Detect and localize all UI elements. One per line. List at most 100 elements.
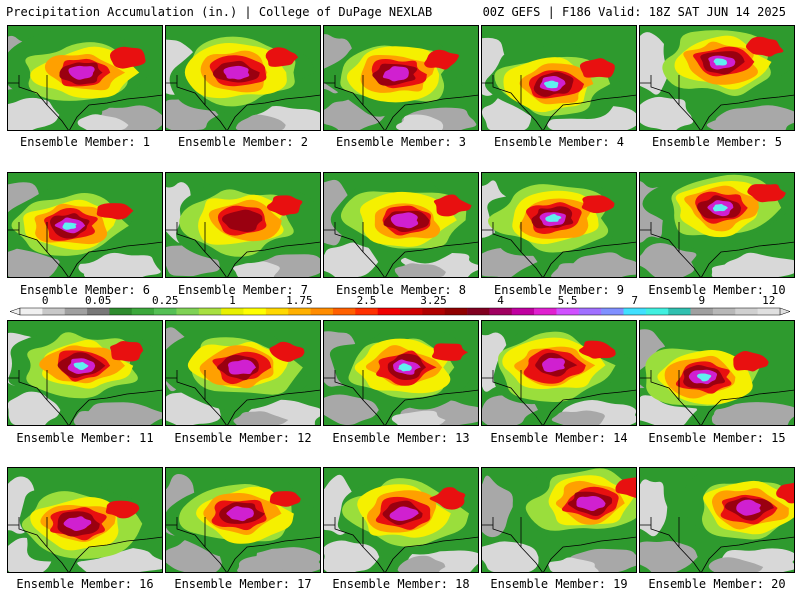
member-label: Ensemble Member: 13 [332,431,470,445]
panel-frame [165,172,321,278]
member-label: Ensemble Member: 1 [19,135,151,149]
colorbar-swatch [601,308,624,315]
member-label: Ensemble Member: 4 [493,135,625,149]
precip-contour [615,477,637,499]
precip-map [7,172,163,278]
map-panel-member-13 [323,320,479,426]
precip-map [7,320,163,426]
precip-contour [398,363,412,372]
precip-contour [389,506,419,521]
precip-contour [269,491,301,507]
map-panel-member-12 [165,320,321,426]
precip-contour [712,203,728,212]
precip-contour [223,65,250,80]
header-run-info: 00Z GEFS | F186 Valid: 18Z SAT JUN 14 20… [482,5,786,19]
member-label: Ensemble Member: 10 [648,283,786,297]
map-panel-member-5 [639,25,795,131]
colorbar-svg [10,307,790,316]
dry-area [706,114,761,131]
state-borders [7,222,163,278]
colorbar-swatch [109,308,133,315]
colorbar-tick-label: 1 [229,294,236,307]
dry-area [391,410,446,426]
precip-contour [431,343,468,361]
colorbar-right-arrow [779,307,790,316]
member-label: Ensemble Member: 15 [648,431,786,445]
panel-frame [7,467,163,573]
colorbar-tick-label: 7 [631,294,638,307]
state-borders [481,222,637,278]
dry-area [639,242,697,278]
colorbar-tick-label: 2.5 [356,294,377,307]
dry-area [394,263,446,278]
dry-area [73,411,122,426]
map-panel-member-1 [7,25,163,131]
colorbar-swatch [400,308,423,315]
dry-area [77,114,129,131]
colorbar-swatch [221,308,244,315]
map-panel-member-20 [639,467,795,573]
dry-area [232,261,280,278]
dry-area [547,557,599,573]
colorbar-tick-label: 0.05 [84,294,112,307]
precip-map [639,320,795,426]
precip-contour [226,506,254,522]
panel-frame [165,320,321,426]
map-panel-member-6 [7,172,163,278]
precip-contour [745,36,784,57]
state-borders [481,75,637,131]
colorbar-swatch [690,308,714,315]
precip-contour [713,58,728,66]
precip-map [165,172,321,278]
precip-contour [73,362,89,371]
panel-frame [481,25,637,131]
precip-contour [542,357,565,373]
colorbar-swatch [42,308,65,315]
panel-frame [481,320,637,426]
precip-map [165,467,321,573]
state-borders [165,517,321,573]
precip-contour [543,80,559,89]
state-borders [323,517,479,573]
precip-contour [736,499,761,516]
precip-map [323,467,479,573]
dry-area [7,97,60,131]
map-panel-member-19 [481,467,637,573]
map-panel-member-8 [323,172,479,278]
panel-frame [323,320,479,426]
dry-area [711,263,762,278]
precip-contour [269,341,305,362]
precip-contour [579,58,615,78]
precip-contour [382,66,409,82]
member-label: Ensemble Member: 11 [16,431,154,445]
dry-area [639,540,698,573]
panel-frame [639,467,795,573]
map-panel-member-14 [481,320,637,426]
colorbar-swatch [377,308,401,315]
colorbar-outline [19,307,781,316]
colorbar [10,297,790,317]
precip-map [7,467,163,573]
map-panel-member-16 [7,467,163,573]
state-borders [639,75,795,131]
member-label: Ensemble Member: 5 [651,135,783,149]
precip-map [639,25,795,131]
map-panel-member-2 [165,25,321,131]
map-panel-member-7 [165,172,321,278]
member-label: Ensemble Member: 7 [177,283,309,297]
precip-map [323,25,479,131]
precip-contour [733,351,769,372]
member-label: Ensemble Member: 9 [493,283,625,297]
colorbar-swatch [534,308,557,315]
colorbar-swatch [243,308,267,315]
panel-frame [639,320,795,426]
colorbar-swatch [422,308,445,315]
dry-area [77,555,131,573]
colorbar-swatch [489,308,513,315]
dry-area [235,114,286,131]
colorbar-swatch [131,308,155,315]
precip-contour [105,500,140,519]
colorbar-tick-label: 1.75 [286,294,313,307]
member-label: Ensemble Member: 8 [335,283,467,297]
state-borders [7,370,163,426]
